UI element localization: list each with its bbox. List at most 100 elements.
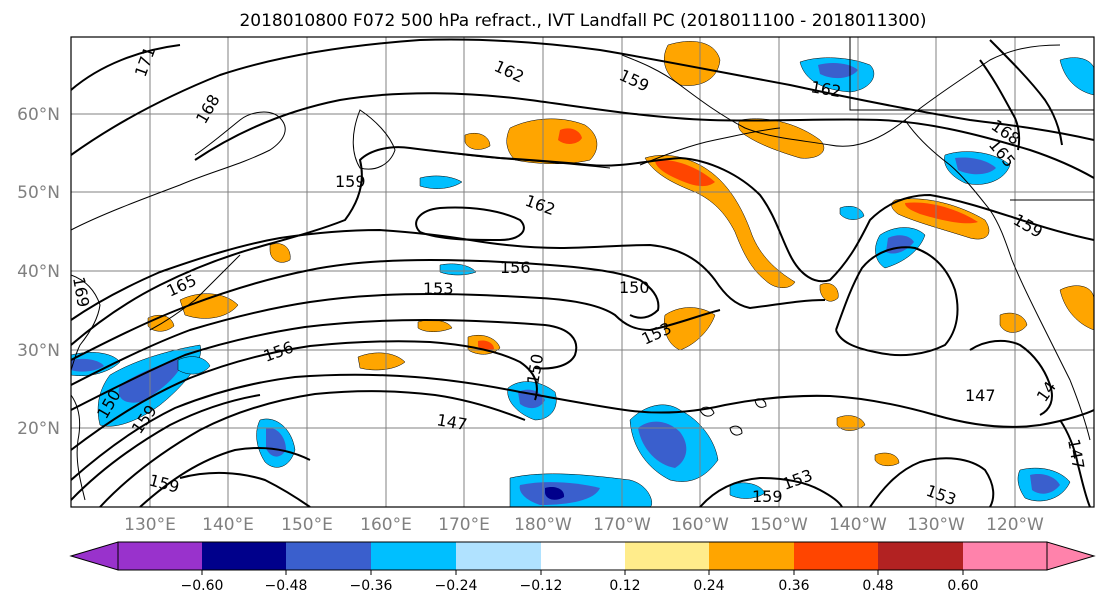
colorbar-cell xyxy=(456,542,541,570)
colorbar-cell xyxy=(625,542,709,570)
contour-line xyxy=(969,339,1053,416)
lon-label: 170°W xyxy=(593,515,651,535)
contour-label: 162 xyxy=(491,56,527,86)
contour-line xyxy=(71,394,261,501)
graticule xyxy=(71,37,1094,507)
coastline-taiwan-philippines xyxy=(71,394,86,501)
lat-label: 30°N xyxy=(17,341,60,361)
contour-label: 169 xyxy=(69,275,93,308)
contour-label: 150 xyxy=(619,278,650,297)
anomaly-region xyxy=(738,118,825,159)
colorbar-cells xyxy=(71,542,1094,570)
anomaly-region xyxy=(177,356,211,375)
contour-line xyxy=(415,206,525,242)
anomaly-region xyxy=(839,206,865,220)
anomaly-region xyxy=(439,263,477,276)
colorbar-cell xyxy=(71,542,118,570)
colorbar-tick-label: 0.48 xyxy=(862,578,893,594)
anomaly-region xyxy=(558,128,582,144)
negative-anomaly-fields xyxy=(71,57,1094,507)
longitude-labels: 130°E 140°E 150°E 160°E 170°E 180°W 170°… xyxy=(124,515,1044,535)
lon-label: 140°W xyxy=(829,515,887,535)
anomaly-region xyxy=(999,312,1028,333)
anomaly-region xyxy=(464,132,491,150)
contour-label: 162 xyxy=(809,77,842,101)
contour-line xyxy=(989,39,1063,146)
contour-label: 153 xyxy=(780,465,815,493)
anomaly-region xyxy=(664,307,716,351)
map-frame xyxy=(70,36,1095,508)
anomaly-region xyxy=(357,352,406,371)
lon-label: 180°W xyxy=(514,515,572,535)
contour-label: 171 xyxy=(131,44,159,79)
lat-label: 50°N xyxy=(17,183,60,203)
colorbar-cell xyxy=(541,542,625,570)
colorbar-tick-label: −0.48 xyxy=(265,578,308,594)
coastline-hawaii xyxy=(699,406,715,417)
lat-label: 60°N xyxy=(17,105,60,125)
anomaly-region xyxy=(818,62,858,79)
colorbar-outline xyxy=(117,541,1048,571)
contour-line xyxy=(179,471,311,507)
latitude-labels: 60°N 50°N 40°N 30°N 20°N xyxy=(17,105,60,439)
contour-label: 159 xyxy=(752,487,783,506)
coastline-bc-pacific-nw xyxy=(904,119,1091,441)
lat-label: 20°N xyxy=(17,419,60,439)
contour-line xyxy=(71,228,826,321)
anomaly-region xyxy=(478,340,494,351)
contour-label: 162 xyxy=(523,191,558,219)
anomaly-region xyxy=(419,175,463,189)
contour-line xyxy=(979,59,1021,151)
lon-label: 130°W xyxy=(907,515,965,535)
anomaly-region xyxy=(118,358,185,403)
contour-line xyxy=(869,457,995,507)
contour-line xyxy=(71,373,1094,481)
colorbar-ticks: −0.60 −0.48 −0.36 −0.24 −0.12 0.12 0.24 0.36 0.4… xyxy=(181,570,979,594)
anomaly-region xyxy=(638,421,687,468)
colorbar-tick-label: 0.60 xyxy=(947,578,978,594)
contour-label: 168 xyxy=(192,91,224,127)
anomaly-region xyxy=(417,319,453,332)
border-canada-us xyxy=(849,37,1094,111)
anomaly-region xyxy=(545,487,565,500)
contour-label: 150 xyxy=(523,352,547,385)
contour-lines xyxy=(71,38,1094,507)
contour-line xyxy=(71,146,1094,346)
contour-line xyxy=(71,38,1094,156)
colorbar-cell xyxy=(371,542,456,570)
contour-line xyxy=(71,292,721,386)
contour-line xyxy=(699,476,843,507)
colorbar: −0.60 −0.48 −0.36 −0.24 −0.12 0.12 0.24 0.36 0.4… xyxy=(69,541,1096,594)
colorbar-tick-label: −0.24 xyxy=(435,578,478,594)
contour-label: 153 xyxy=(423,279,454,298)
anomaly-region xyxy=(874,452,900,467)
lon-label: 140°E xyxy=(202,515,254,535)
lon-label: 120°W xyxy=(986,515,1044,535)
anomaly-region xyxy=(269,243,291,263)
colorbar-cell xyxy=(118,542,202,570)
anomaly-region xyxy=(1059,285,1094,331)
contour-label: 147 xyxy=(965,386,996,405)
contour-line xyxy=(71,318,578,411)
coastline-hawaii xyxy=(729,425,743,436)
colorbar-tick-label: −0.12 xyxy=(520,578,563,594)
lon-label: 150°E xyxy=(281,515,333,535)
contour-line xyxy=(99,390,526,507)
contour-label: 147 xyxy=(435,410,468,434)
contour-line xyxy=(71,258,660,361)
contour-label: 159 xyxy=(335,172,366,191)
lon-label: 160°W xyxy=(671,515,729,535)
anomaly-region xyxy=(819,283,839,302)
colorbar-cell xyxy=(794,542,878,570)
lon-label: 160°E xyxy=(360,515,412,535)
coastline-alaska-peninsula xyxy=(639,127,781,166)
colorbar-tick-label: 0.12 xyxy=(609,578,640,594)
anomaly-region xyxy=(644,155,796,288)
colorbar-cell xyxy=(286,542,371,570)
coastline-asia xyxy=(71,111,286,231)
anomaly-region xyxy=(905,202,978,224)
coastline-japan xyxy=(149,254,241,331)
map-area: 171 168 162 159 162 168 165 159 162 156 … xyxy=(69,37,1094,507)
anomaly-region xyxy=(1030,474,1060,494)
